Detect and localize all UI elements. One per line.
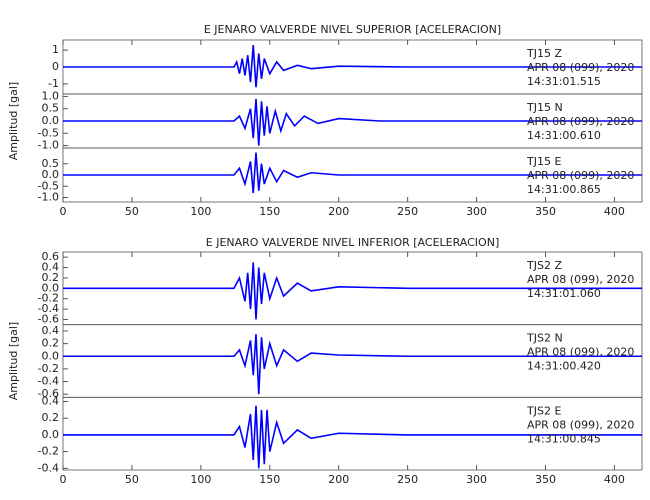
time-label: 14:31:00.420 — [527, 360, 601, 373]
y-tick-label: -0.6 — [38, 312, 59, 325]
y-tick-label: 0.0 — [42, 281, 60, 294]
date-label: APR 08 (099), 2020 — [527, 61, 634, 74]
x-tick-label: 350 — [535, 205, 556, 218]
y-tick-label: -0.6 — [38, 387, 59, 400]
x-tick-label: 150 — [259, 473, 280, 486]
y-tick-label: 0.4 — [42, 395, 60, 408]
x-tick-label: 0 — [60, 205, 67, 218]
y-tick-label: 1 — [52, 43, 59, 56]
x-tick-label: 50 — [125, 473, 139, 486]
time-label: 14:31:00.865 — [527, 183, 601, 196]
waveform — [63, 152, 642, 194]
y-tick-label: 1.0 — [42, 89, 60, 102]
date-label: APR 08 (099), 2020 — [527, 273, 634, 286]
y-tick-label: 0.4 — [42, 324, 60, 337]
y-tick-label: -0.4 — [38, 302, 59, 315]
y-tick-label: 0.0 — [42, 114, 60, 127]
x-tick-label: 200 — [328, 205, 349, 218]
y-tick-label: 0.0 — [42, 349, 60, 362]
y-tick-label: -0.2 — [38, 445, 59, 458]
y-tick-label: 0.0 — [42, 168, 60, 181]
date-label: APR 08 (099), 2020 — [527, 346, 634, 359]
panel-title: E JENARO VALVERDE NIVEL SUPERIOR [ACELER… — [204, 23, 501, 36]
waveform — [63, 262, 642, 320]
x-tick-label: 300 — [466, 205, 487, 218]
time-label: 14:31:01.515 — [527, 75, 601, 88]
x-tick-label: 100 — [190, 473, 211, 486]
x-tick-label: 250 — [397, 205, 418, 218]
time-label: 14:31:00.610 — [527, 129, 601, 142]
y-tick-label: -1 — [48, 77, 59, 90]
x-tick-label: 50 — [125, 205, 139, 218]
station-label: TJ15 N — [526, 101, 563, 114]
time-label: 14:31:00.845 — [527, 432, 601, 445]
waveform — [63, 405, 642, 469]
y-tick-label: 0.6 — [42, 250, 60, 263]
subplot-frame — [62, 396, 643, 471]
x-tick-label: 350 — [535, 473, 556, 486]
x-tick-label: 400 — [604, 473, 625, 486]
station-label: TJ15 E — [526, 155, 561, 168]
y-tick-label: -0.5 — [38, 126, 59, 139]
date-label: APR 08 (099), 2020 — [527, 115, 634, 128]
x-tick-label: 150 — [259, 205, 280, 218]
waveform — [63, 334, 642, 395]
y-tick-label: -1.0 — [38, 191, 59, 204]
station-label: TJ15 Z — [526, 47, 562, 60]
y-tick-label: -0.5 — [38, 179, 59, 192]
waveform — [63, 98, 642, 146]
x-tick-label: 100 — [190, 205, 211, 218]
y-tick-label: -0.4 — [38, 375, 59, 388]
x-tick-label: 200 — [328, 473, 349, 486]
waveform — [63, 45, 642, 88]
y-tick-label: -1.0 — [38, 139, 59, 152]
y-tick-label: -0.2 — [38, 362, 59, 375]
y-tick-label: -0.4 — [38, 461, 59, 474]
x-tick-label: 250 — [397, 473, 418, 486]
station-label: TJS2 Z — [526, 259, 562, 272]
y-tick-label: -0.2 — [38, 292, 59, 305]
x-tick-label: 400 — [604, 205, 625, 218]
y-tick-label: 0.2 — [42, 411, 60, 424]
y-tick-label: 0.5 — [42, 102, 60, 115]
station-label: TJS2 N — [526, 332, 563, 345]
y-tick-label: 0.2 — [42, 271, 60, 284]
y-tick-label: 0.2 — [42, 337, 60, 350]
station-label: TJS2 E — [526, 404, 561, 417]
y-axis-label: Amplitud [gal] — [7, 82, 20, 160]
y-tick-label: 0.5 — [42, 157, 60, 170]
y-tick-label: 0.0 — [42, 428, 60, 441]
date-label: APR 08 (099), 2020 — [527, 169, 634, 182]
y-axis-label: Amplitud [gal] — [7, 322, 20, 400]
panel-title: E JENARO VALVERDE NIVEL INFERIOR [ACELER… — [206, 236, 499, 249]
x-tick-label: 0 — [60, 473, 67, 486]
date-label: APR 08 (099), 2020 — [527, 418, 634, 431]
time-label: 14:31:01.060 — [527, 287, 601, 300]
y-tick-label: 0 — [52, 60, 59, 73]
y-tick-label: 0.4 — [42, 261, 60, 274]
x-tick-label: 300 — [466, 473, 487, 486]
